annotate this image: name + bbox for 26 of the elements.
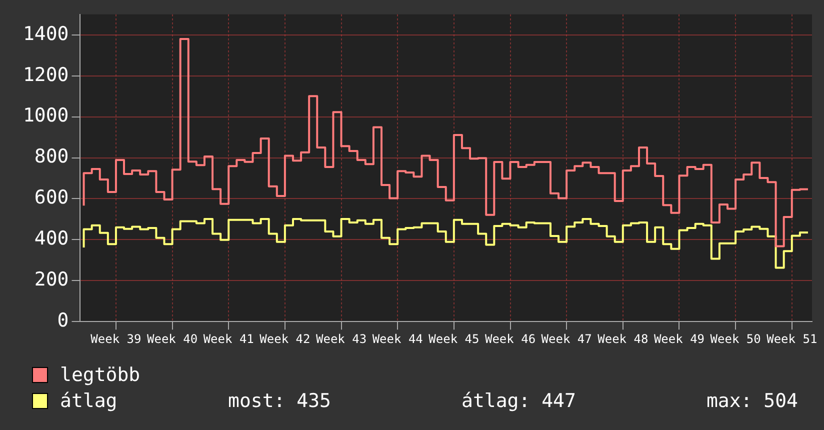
x-tick-label: Week 42 [260, 332, 310, 346]
y-tick-label: 1200 [22, 64, 69, 86]
y-tick-label: 1400 [22, 22, 69, 45]
y-tick-label: 0 [57, 310, 69, 332]
x-tick-label: Week 44 [372, 332, 423, 346]
y-tick-label: 800 [34, 146, 69, 168]
x-tick-label: Week 41 [203, 332, 254, 346]
y-tick-label: 200 [34, 268, 69, 291]
x-tick-label: Week 51 [766, 332, 818, 346]
legend-label: legtöbb [60, 363, 142, 388]
text: most: 435 [228, 389, 331, 414]
x-tick-label: Week 46 [484, 332, 536, 346]
y-tick-label: 600 [34, 186, 69, 209]
x-tick-label: Week 47 [541, 332, 592, 346]
text: max: 504 [706, 389, 798, 414]
x-tick-label: Week 43 [316, 332, 367, 346]
legend-label: átlag [60, 390, 118, 412]
x-tick-label: Week 45 [428, 332, 480, 346]
x-tick-label: Week 50 [710, 332, 761, 346]
text: átlag: 447 [462, 389, 576, 414]
x-tick-label: Week 48 [598, 332, 648, 346]
y-tick-label: 400 [34, 228, 69, 250]
x-tick-label: Week 40 [147, 332, 198, 346]
x-tick-label: Week 49 [654, 332, 705, 346]
y-tick-label: 1000 [22, 104, 69, 127]
x-tick-label: Week 39 [90, 332, 142, 346]
